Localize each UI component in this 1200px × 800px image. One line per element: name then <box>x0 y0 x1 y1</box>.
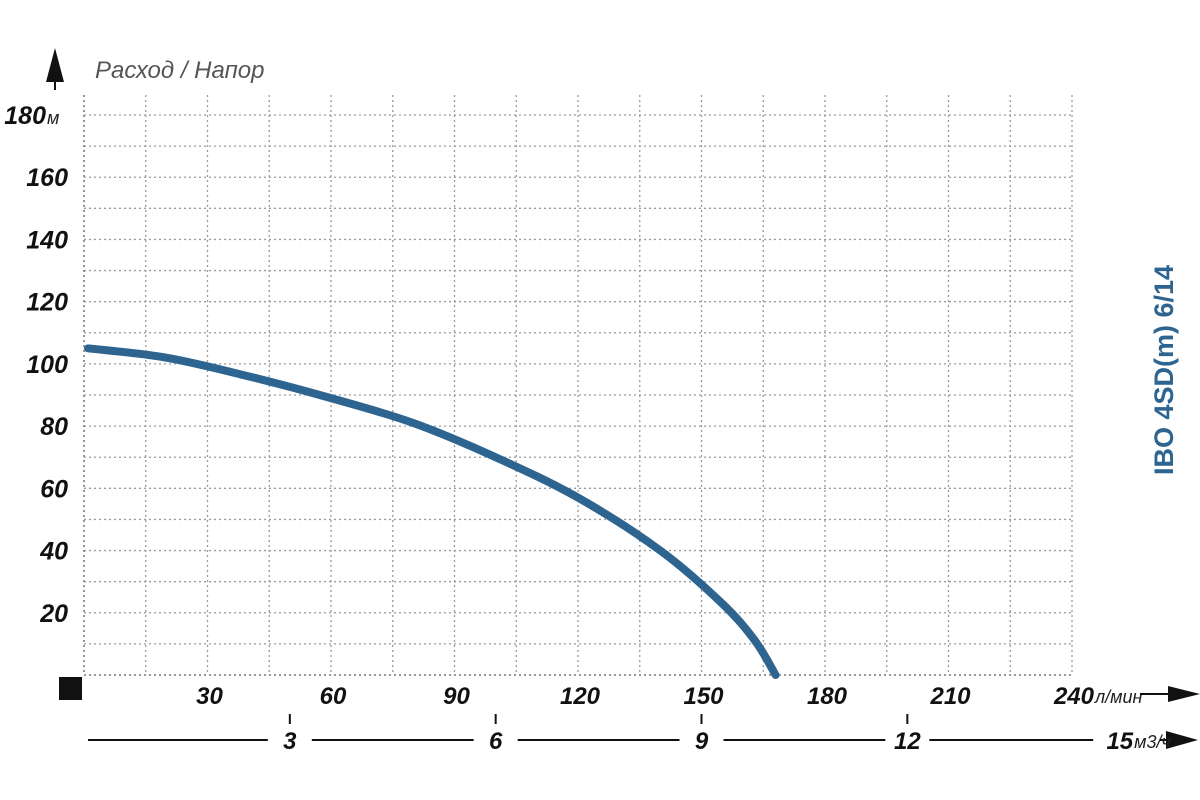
y-tick-label: 160 <box>26 164 68 192</box>
secondary-x-axis: 3 6 9 12 15 м3/ч <box>88 714 1171 755</box>
y-tick-labels: 20 40 60 80 100 120 140 160 180 м <box>4 102 68 628</box>
secondary-x-tick-label: 15 <box>1106 728 1133 755</box>
x-tick-label: 120 <box>560 683 601 710</box>
y-axis-arrow-icon <box>46 48 64 82</box>
axes-layer <box>46 48 1200 749</box>
y-tick-label: 40 <box>39 538 68 566</box>
secondary-x-tick-label: 9 <box>695 728 709 755</box>
secondary-x-tick-label: 3 <box>283 728 297 755</box>
y-tick-label: 100 <box>26 351 68 379</box>
y-tick-label: 80 <box>40 413 68 441</box>
x-axis-arrow-icon <box>1168 686 1200 702</box>
y-tick-label: 120 <box>26 289 68 317</box>
series-line-head-flow-curve <box>84 344 780 679</box>
chart-title: Расход / Напор <box>95 57 265 84</box>
x-tick-labels: 30 60 90 120 150 180 210 240 л/мин <box>196 683 1172 710</box>
y-tick-label: 180 <box>4 102 46 130</box>
y-tick-label: 20 <box>39 600 68 628</box>
x-tick-label: 60 <box>320 683 347 710</box>
y-tick-label: 140 <box>26 226 68 254</box>
grid-layer <box>83 95 1073 676</box>
y-tick-label: 60 <box>40 475 68 503</box>
series-label: IBO 4SD(m) 6/14 <box>1149 265 1179 475</box>
x-tick-label: 210 <box>929 683 971 710</box>
y-axis-unit: м <box>47 108 59 128</box>
x-tick-label: 180 <box>807 683 848 710</box>
x-tick-label: 240 <box>1053 683 1095 710</box>
secondary-x-tick-label: 6 <box>489 728 503 755</box>
secondary-x-tick-label: 12 <box>894 728 921 755</box>
x-tick-label: 90 <box>443 683 470 710</box>
series-layer <box>84 344 780 679</box>
x-tick-label: 30 <box>196 683 223 710</box>
secondary-x-axis-arrow-icon <box>1166 731 1198 749</box>
secondary-x-axis-unit: м3/ч <box>1134 732 1171 752</box>
x-tick-label: 150 <box>683 683 724 710</box>
origin-marker-icon <box>59 677 82 700</box>
x-axis-unit: л/мин <box>1094 687 1143 707</box>
